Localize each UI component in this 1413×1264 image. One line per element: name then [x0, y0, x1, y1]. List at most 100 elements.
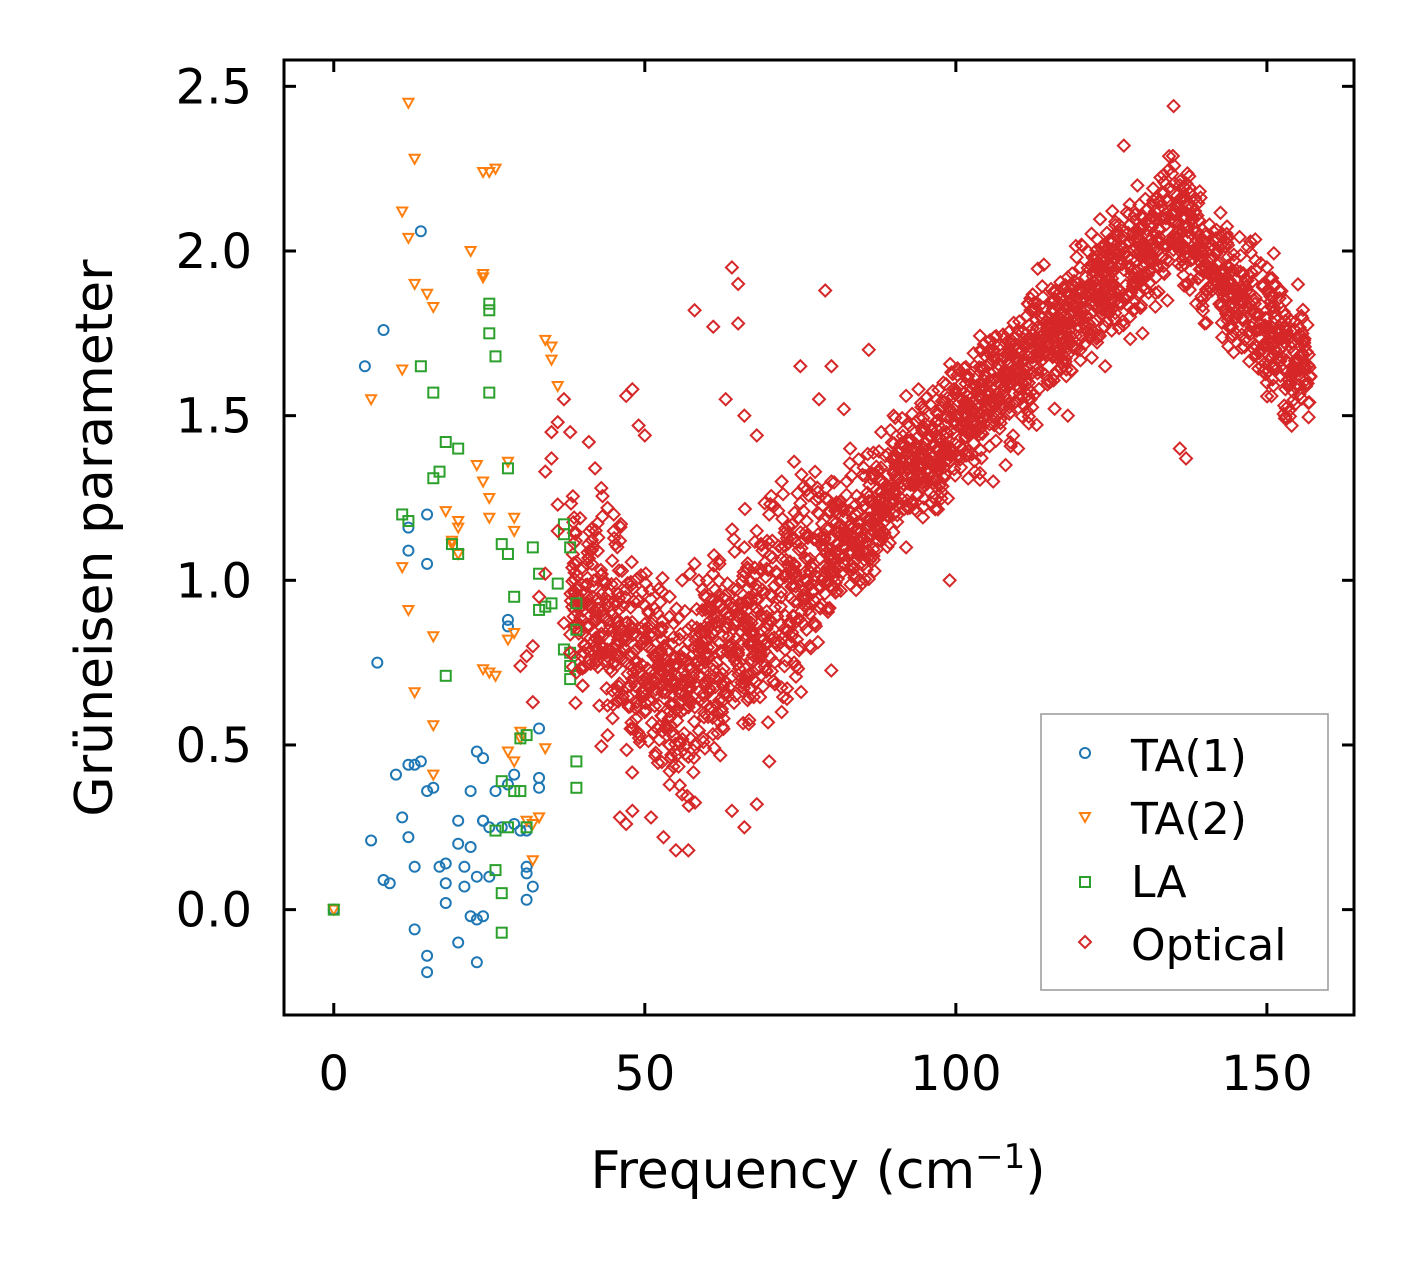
optical-point	[1218, 292, 1234, 308]
data-point	[575, 612, 591, 628]
optical-point	[614, 563, 630, 579]
data-point	[483, 821, 496, 834]
optical-point	[1246, 306, 1262, 322]
optical-point	[1189, 224, 1205, 240]
optical-point	[1141, 275, 1157, 291]
optical-point	[871, 523, 887, 539]
optical-point	[807, 615, 822, 631]
data-point	[433, 465, 446, 478]
optical-point	[1250, 361, 1266, 376]
data-point	[1247, 348, 1262, 364]
optical-point	[741, 712, 757, 728]
data-point	[1122, 217, 1138, 233]
optical-point	[752, 649, 768, 665]
optical-point	[1103, 293, 1119, 309]
optical-point	[695, 734, 711, 750]
optical-point	[601, 593, 617, 609]
optical-point	[972, 465, 988, 481]
data-point	[606, 507, 622, 522]
optical-point	[1240, 239, 1256, 255]
data-point	[514, 785, 527, 798]
y-tick-label: 0.0	[176, 883, 252, 939]
optical-point	[983, 374, 998, 389]
optical-point	[958, 448, 974, 463]
data-point	[426, 720, 441, 733]
data-point	[445, 538, 458, 551]
series-ta1	[327, 225, 546, 979]
optical-point	[1130, 287, 1146, 303]
optical-point	[674, 703, 690, 719]
data-point	[501, 620, 514, 633]
optical-point	[712, 598, 727, 614]
optical-point	[875, 507, 891, 522]
data-point	[886, 408, 902, 424]
optical-point	[739, 595, 754, 610]
data-point	[439, 897, 452, 910]
optical-point	[1065, 315, 1081, 330]
data-point	[568, 665, 584, 680]
optical-point	[715, 719, 730, 735]
optical-point	[989, 350, 1005, 366]
optical-point	[748, 600, 764, 616]
optical-point	[1201, 259, 1217, 275]
optical-point	[950, 367, 965, 383]
axis-ticks: 0 50 100 150 0.0 0.5 1.0 1.5 2.0 2.5	[176, 59, 1354, 1102]
optical-point	[580, 545, 596, 560]
optical-point	[763, 586, 778, 602]
data-point	[923, 421, 939, 437]
optical-point	[601, 622, 617, 638]
optical-point	[777, 521, 793, 537]
optical-point	[1127, 207, 1143, 223]
optical-point	[565, 488, 581, 504]
data-point	[464, 841, 477, 854]
data-point	[470, 870, 483, 883]
optical-point	[654, 584, 670, 599]
optical-point	[726, 616, 742, 632]
optical-point	[686, 714, 702, 730]
optical-point	[623, 574, 639, 590]
optical-point	[1073, 352, 1088, 368]
optical-point	[1183, 252, 1199, 268]
optical-point	[1202, 217, 1217, 232]
data-point	[402, 544, 415, 557]
optical-point	[802, 606, 818, 622]
optical-point	[705, 710, 721, 726]
optical-point	[1237, 339, 1252, 355]
optical-point	[788, 669, 804, 685]
data-point	[483, 297, 496, 310]
data-point	[624, 803, 640, 819]
data-point	[581, 434, 597, 450]
data-point	[637, 427, 653, 443]
data-point	[836, 401, 852, 417]
optical-point	[651, 732, 667, 748]
optical-point	[853, 572, 868, 588]
optical-point	[1151, 221, 1166, 237]
data-point	[724, 803, 740, 819]
optical-point	[634, 657, 650, 673]
optical-point	[741, 617, 757, 633]
optical-point	[784, 579, 800, 595]
optical-point	[1111, 320, 1127, 336]
optical-point	[1204, 270, 1220, 285]
optical-point	[1234, 327, 1250, 343]
data-point	[631, 418, 647, 433]
optical-point	[588, 523, 604, 539]
data-point	[674, 786, 690, 802]
optical-point	[910, 487, 925, 503]
optical-point	[584, 556, 600, 572]
optical-point	[1284, 418, 1300, 434]
optical-point	[1276, 406, 1292, 422]
optical-point	[654, 684, 670, 700]
optical-point	[663, 747, 679, 763]
optical-point	[1019, 308, 1035, 324]
optical-point	[1283, 312, 1299, 328]
optical-point	[580, 550, 596, 566]
optical-point	[647, 601, 663, 617]
optical-point	[654, 754, 670, 770]
optical-point	[839, 487, 854, 503]
data-point	[618, 816, 634, 832]
optical-point	[778, 652, 794, 668]
optical-point	[1180, 224, 1196, 240]
optical-point	[1060, 299, 1075, 315]
optical-point	[960, 471, 976, 486]
